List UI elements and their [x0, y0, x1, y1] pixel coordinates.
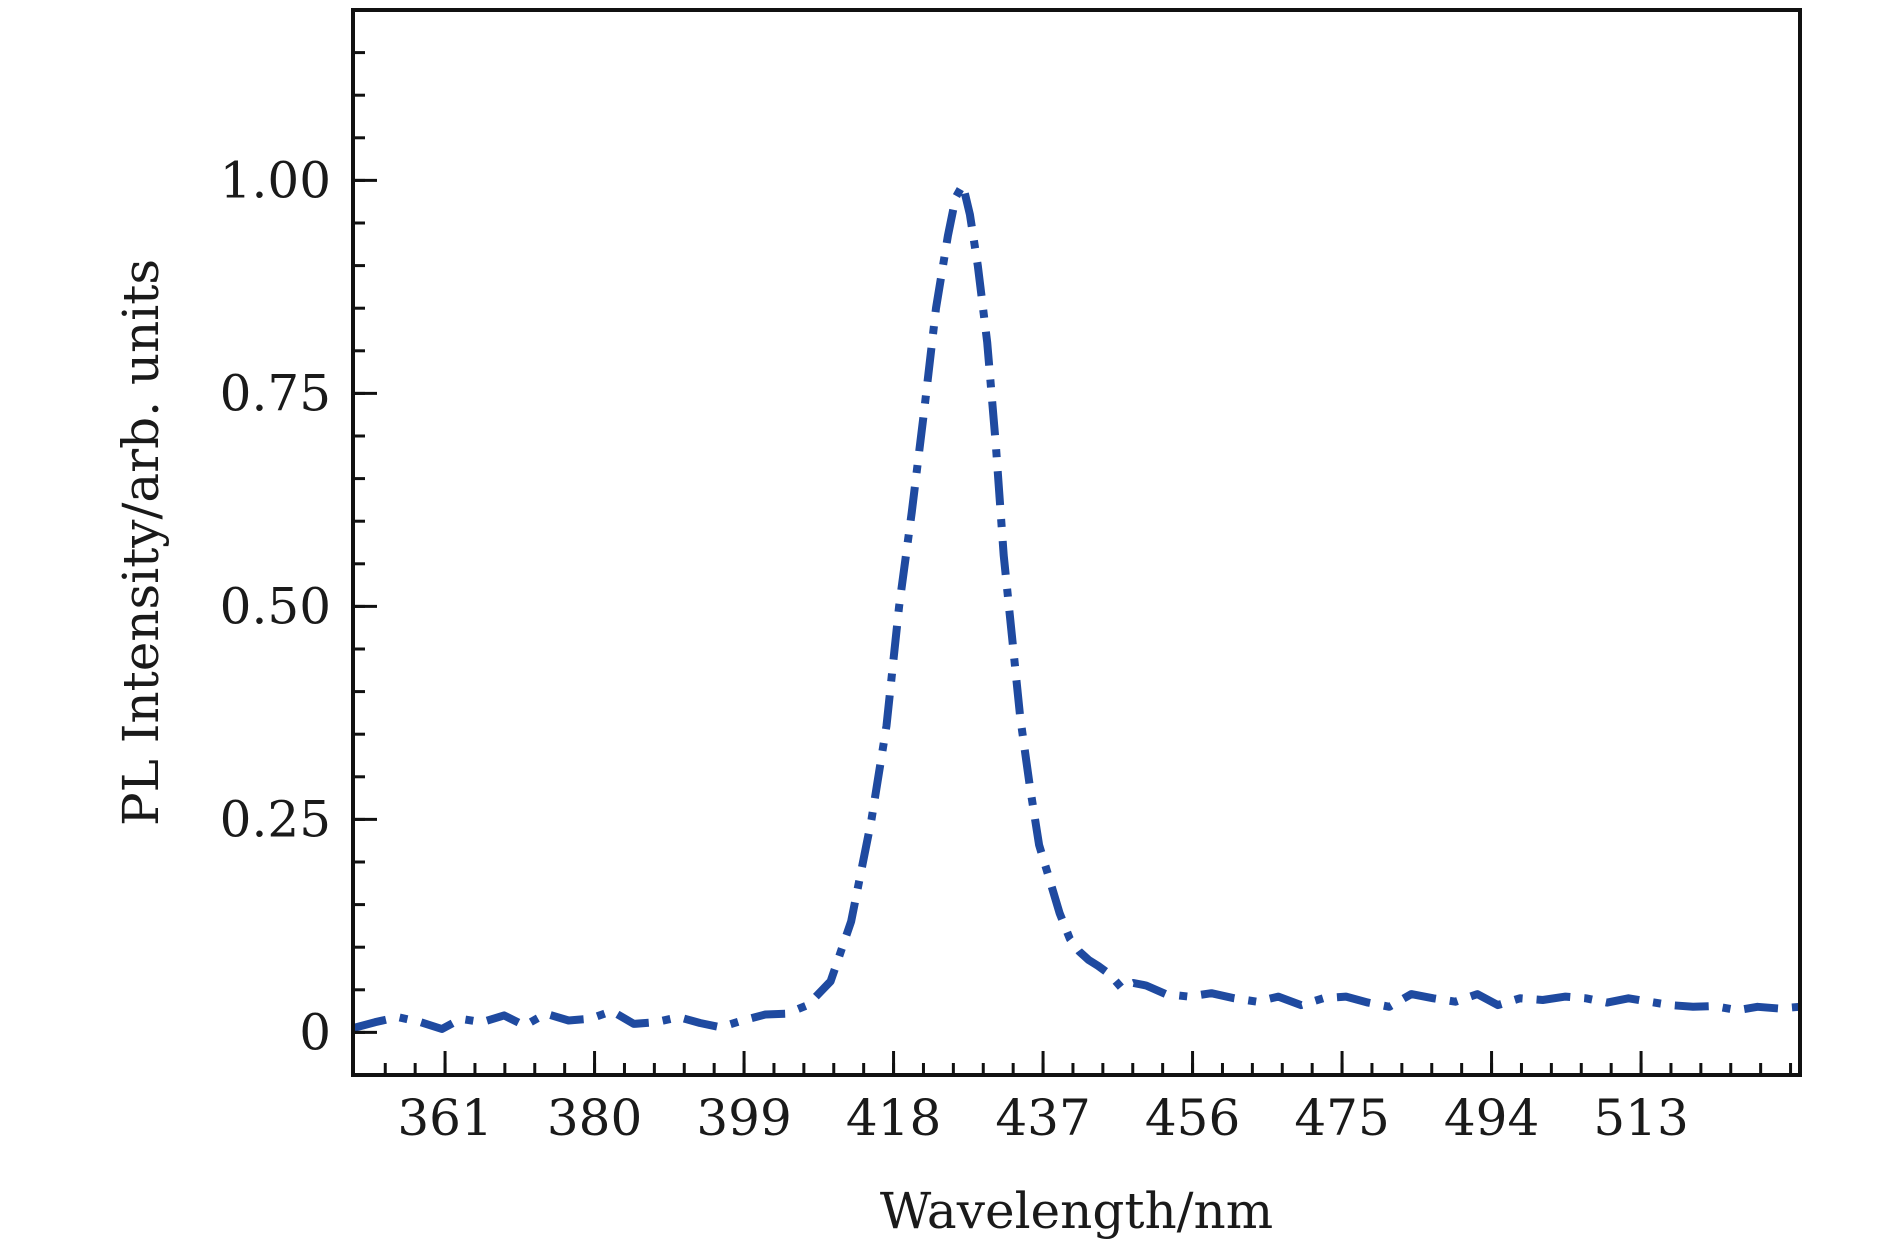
x-tick-label: 399: [696, 1089, 791, 1147]
marks-layer: [351, 180, 1801, 1033]
labels-layer: 361 380 399 418 437 456 475 494 513 0 0.25 0.50 0.75…: [220, 151, 1689, 1147]
y-tick-label: 1.00: [220, 151, 331, 209]
x-tick-label: 475: [1294, 1089, 1389, 1147]
x-tick-label: 418: [846, 1089, 941, 1147]
y-axis-title: PL Intensity/arb. units: [112, 259, 170, 826]
y-tick-label: 0.25: [220, 790, 331, 848]
ticks-layer: [353, 8, 1793, 1077]
x-tick-label: 380: [547, 1089, 642, 1147]
series-line: [351, 180, 1801, 1033]
plot-frame: [351, 8, 1802, 1077]
x-tick-label: 456: [1145, 1089, 1240, 1147]
y-tick-label: 0.75: [220, 364, 331, 422]
x-axis-title: Wavelength/nm: [880, 1182, 1273, 1240]
x-tick-label: 513: [1593, 1089, 1688, 1147]
x-tick-label: 494: [1444, 1089, 1539, 1147]
x-tick-label: 437: [995, 1089, 1090, 1147]
y-tick-label: 0: [299, 1003, 331, 1061]
y-tick-label: 0.50: [220, 577, 331, 635]
x-tick-label: 361: [397, 1089, 492, 1147]
